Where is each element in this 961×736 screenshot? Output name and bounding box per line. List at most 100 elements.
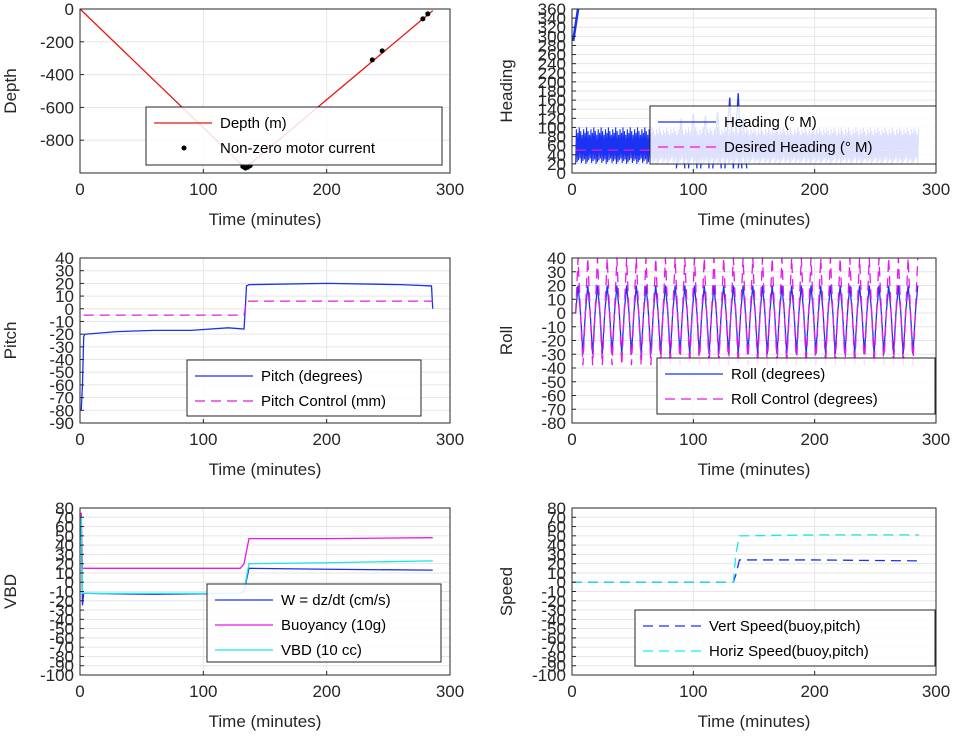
series-2-line <box>80 512 433 569</box>
y-tick-label: 20 <box>547 155 566 174</box>
y-tick-label: 120 <box>538 109 566 128</box>
y-tick-label: -70 <box>49 389 74 408</box>
motor-current-point <box>425 11 431 17</box>
x-axis-label: Time (minutes) <box>698 210 811 229</box>
y-tick-label: 140 <box>538 100 566 119</box>
x-axis-label: Time (minutes) <box>209 712 322 731</box>
y-tick-label: 360 <box>538 0 566 19</box>
y-tick-label: 10 <box>547 290 566 309</box>
y-tick-label: 50 <box>55 527 74 546</box>
legend-label: Roll (degrees) <box>731 366 825 383</box>
y-tick-label: -90 <box>49 657 74 676</box>
y-tick-label: -20 <box>541 592 566 611</box>
y-tick-label: -70 <box>541 638 566 657</box>
y-tick-label: 40 <box>55 249 74 268</box>
y-axis-label: Pitch <box>1 322 20 360</box>
x-tick-label: 0 <box>75 682 84 701</box>
x-tick-label: 200 <box>312 682 340 701</box>
legend-label: VBD (10 cc) <box>281 642 362 659</box>
y-tick-label: -600 <box>40 98 74 117</box>
legend: Pitch (degrees) Pitch Control (mm) <box>186 359 422 417</box>
x-axis-label: Time (minutes) <box>209 460 322 479</box>
y-axis-label: Heading <box>497 59 516 122</box>
y-tick-label: 180 <box>538 82 566 101</box>
legend-box <box>634 609 936 667</box>
chart-3: 0 100 200 300403020100-10-20-30-40-50-60-70… <box>1 249 464 479</box>
y-tick-label: -20 <box>49 592 74 611</box>
plot-area <box>574 257 919 366</box>
x-tick-label: 100 <box>189 682 217 701</box>
x-tick-label: 100 <box>189 180 217 199</box>
y-tick-label: 60 <box>547 137 566 156</box>
y-tick-label: -50 <box>49 620 74 639</box>
y-tick-label: 0 <box>65 573 74 592</box>
chart-6: 0 100 200 30080706050403020100-10-20-30-40-… <box>497 499 950 731</box>
y-tick-label: 30 <box>55 545 74 564</box>
legend-marker <box>181 145 187 151</box>
motor-current-point <box>420 16 426 22</box>
y-tick-label: -50 <box>49 363 74 382</box>
heading-start <box>572 8 580 42</box>
y-tick-label: -100 <box>532 666 566 685</box>
legend-box <box>206 583 442 663</box>
legend-box <box>145 106 443 166</box>
y-tick-label: -60 <box>541 629 566 648</box>
y-tick-label: 30 <box>55 262 74 281</box>
y-tick-label: -100 <box>40 666 74 685</box>
y-tick-label: -30 <box>49 338 74 357</box>
y-tick-label: 220 <box>538 64 566 83</box>
y-tick-label: 10 <box>547 564 566 583</box>
y-tick-label: 0 <box>65 300 74 319</box>
y-tick-label: -80 <box>541 647 566 666</box>
y-tick-label: 200 <box>538 73 566 92</box>
y-tick-label: 0 <box>557 573 566 592</box>
legend: Depth (m) Non-zero motor current <box>145 106 443 166</box>
chart-4: 0 100 200 300403020100-10-20-30-40-50-60-70… <box>497 249 950 479</box>
y-tick-label: 0 <box>557 304 566 323</box>
x-tick-label: 100 <box>679 682 707 701</box>
x-axis-label: Time (minutes) <box>209 210 322 229</box>
chart-1: 0 100 200 300 0 -200 -400 -600 -800 Time (minutes… <box>1 0 464 229</box>
y-tick-label: 30 <box>547 545 566 564</box>
legend: Heading (° M) Desired Heading (° M) <box>649 105 937 165</box>
chart-2: 0 100 200 300020406080100120140160180200220… <box>497 0 950 229</box>
y-tick-label: -80 <box>49 401 74 420</box>
legend-label: Depth (m) <box>220 115 287 132</box>
y-tick-label: 30 <box>547 263 566 282</box>
y-tick-label: -800 <box>40 131 74 150</box>
plot-area <box>80 282 434 411</box>
plot-area <box>80 8 434 171</box>
y-tick-label: -60 <box>541 387 566 406</box>
legend-label: Pitch Control (mm) <box>261 393 386 410</box>
legend: W = dz/dt (cm/s) Buoyancy (10g) VBD (10 cc… <box>206 583 442 663</box>
x-tick-label: 100 <box>189 430 217 449</box>
legend-box <box>186 359 422 417</box>
y-tick-label: 280 <box>538 36 566 55</box>
x-tick-label: 100 <box>679 430 707 449</box>
y-tick-label: -40 <box>49 610 74 629</box>
y-tick-label: 20 <box>55 274 74 293</box>
x-tick-label: 200 <box>800 430 828 449</box>
legend-label: W = dz/dt (cm/s) <box>281 592 391 609</box>
y-tick-label: 10 <box>55 564 74 583</box>
y-tick-label: -200 <box>40 33 74 52</box>
x-tick-label: 300 <box>922 682 950 701</box>
y-tick-label: 0 <box>65 0 74 19</box>
x-tick-label: 300 <box>436 430 464 449</box>
y-tick-label: 50 <box>547 527 566 546</box>
y-tick-label: -70 <box>541 400 566 419</box>
x-tick-label: 100 <box>679 180 707 199</box>
legend-label: Non-zero motor current <box>220 140 376 157</box>
y-tick-label: 20 <box>55 555 74 574</box>
y-tick-label: -80 <box>49 647 74 666</box>
legend-label: Horiz Speed(buoy,pitch) <box>709 643 869 660</box>
y-tick-label: 60 <box>55 518 74 537</box>
y-tick-label: -70 <box>49 638 74 657</box>
legend-label: Buoyancy (10g) <box>281 617 386 634</box>
series-2-line <box>574 257 919 366</box>
plot-area <box>572 534 920 583</box>
axes-box <box>79 8 451 174</box>
y-tick-label: 70 <box>55 508 74 527</box>
motor-current-point <box>369 57 375 63</box>
y-tick-label: -30 <box>49 601 74 620</box>
